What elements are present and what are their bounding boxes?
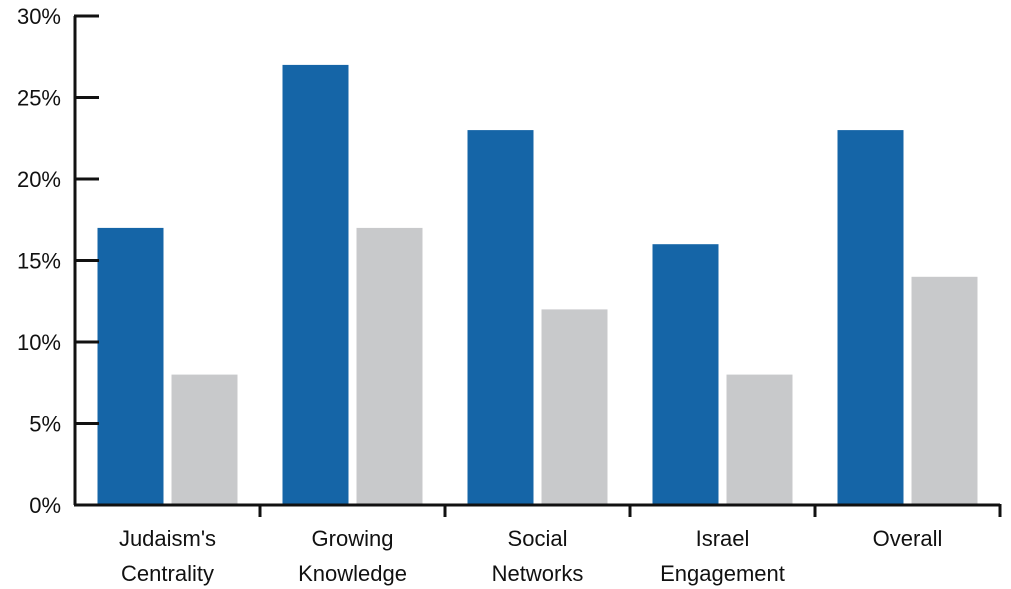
axes-layer <box>73 14 1002 517</box>
bar-s0-c3 <box>652 244 719 505</box>
bar-s1-c1 <box>356 227 423 505</box>
bar-s0-c2 <box>467 130 534 505</box>
labels-layer: 0% 5% 10% 15% 20% 25% 30% Judaism's Centrality Gr… <box>17 4 942 586</box>
x-category-label-2: Social Networks <box>492 526 584 586</box>
x-category-label-1: Growing Knowledge <box>298 526 407 586</box>
bar-s0-c4 <box>837 130 904 505</box>
bar-s1-c2 <box>541 309 608 505</box>
bar-s1-c0 <box>171 374 238 505</box>
x-category-label-0: Judaism's Centrality <box>119 526 216 586</box>
bar-s0-c0 <box>97 227 164 505</box>
y-tick-label-30: 30% <box>17 4 61 29</box>
bars-layer <box>97 64 978 506</box>
y-tick-label-10: 10% <box>17 330 61 355</box>
x-category-label-3: Israel Engagement <box>660 526 785 586</box>
y-tick-label-0: 0% <box>29 493 61 518</box>
y-tick-label-25: 25% <box>17 86 61 111</box>
y-tick-label-5: 5% <box>29 412 61 437</box>
y-tick-label-15: 15% <box>17 249 61 274</box>
bar-s1-c4 <box>911 276 978 505</box>
x-category-label-4: Overall <box>873 526 943 551</box>
bar-s1-c3 <box>726 374 793 505</box>
y-tick-label-20: 20% <box>17 167 61 192</box>
bar-s0-c1 <box>282 64 349 506</box>
